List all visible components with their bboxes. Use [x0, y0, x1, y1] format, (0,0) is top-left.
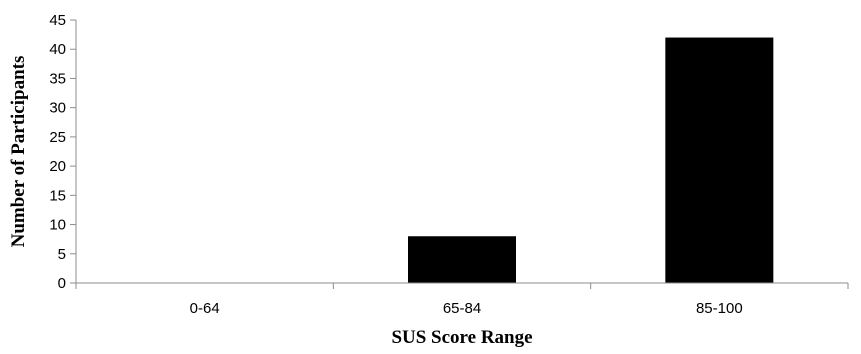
x-tick-label: 85-100 [696, 300, 743, 317]
bars [408, 37, 774, 284]
y-tick-label: 15 [49, 187, 66, 204]
bar-85-100 [665, 37, 774, 284]
bar-65-84 [408, 236, 516, 283]
y-tick-label: 45 [49, 12, 66, 29]
y-tick-label: 5 [58, 246, 66, 263]
y-tick-label: 25 [49, 129, 66, 146]
y-axis-ticks: 0 5 10 15 20 25 30 35 40 45 [49, 12, 76, 292]
y-tick-label: 20 [49, 158, 66, 175]
x-axis-ticks: 0-64 65-84 85-100 [75, 283, 849, 317]
y-tick-label: 10 [49, 217, 66, 234]
y-tick-label: 30 [49, 100, 66, 117]
x-tick-label: 0-64 [190, 300, 220, 317]
y-tick-label: 0 [58, 275, 66, 292]
x-tick-label: 65-84 [443, 300, 481, 317]
y-axis-title: Number of Participants [8, 56, 29, 248]
y-tick-label: 35 [49, 70, 66, 87]
y-tick-label: 40 [49, 41, 66, 58]
x-axis-title: SUS Score Range [391, 327, 532, 348]
